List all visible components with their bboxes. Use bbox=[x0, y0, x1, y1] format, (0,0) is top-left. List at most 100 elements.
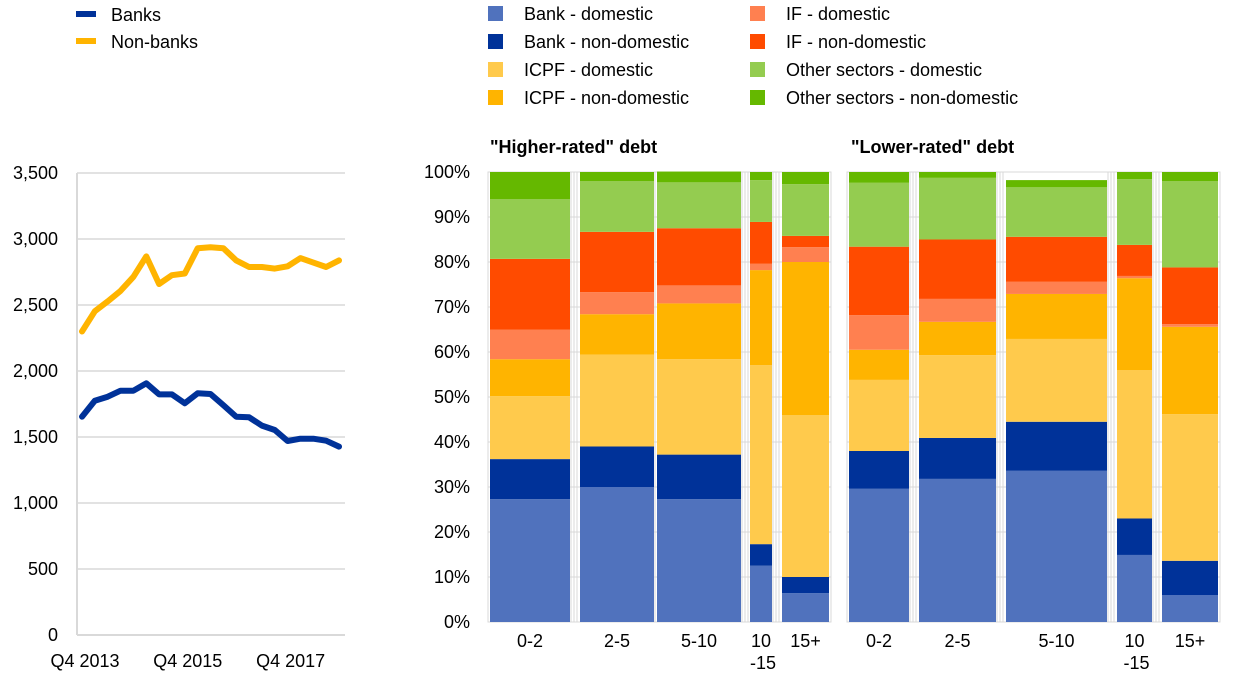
bar-segment-other-sectors-domestic bbox=[750, 180, 772, 222]
bar-segment-bank-domestic bbox=[1162, 595, 1218, 622]
y-tick-label: 500 bbox=[28, 559, 58, 579]
bar-y-tick-label: 80% bbox=[434, 252, 470, 272]
bar-y-tick-label: 70% bbox=[434, 297, 470, 317]
bar-segment-if-domestic bbox=[782, 247, 829, 262]
bar-y-tick-label: 90% bbox=[434, 207, 470, 227]
bar-y-tick-label: 0% bbox=[444, 612, 470, 632]
y-tick-label: 2,000 bbox=[13, 361, 58, 381]
bar-segment-if-domestic bbox=[490, 329, 570, 360]
legend-label-other-sectors-non-domestic: Other sectors - non-domestic bbox=[786, 88, 1018, 108]
bar-y-tick-label: 60% bbox=[434, 342, 470, 362]
bar-segment-other-sectors-domestic bbox=[490, 199, 570, 259]
bar-segment-if-domestic bbox=[1117, 275, 1152, 279]
bar-segment-bank-domestic bbox=[657, 499, 741, 622]
x-category-label: 5-10 bbox=[1038, 631, 1074, 651]
bar-segment-bank-domestic bbox=[782, 593, 829, 622]
bar-segment-if-non-domestic bbox=[919, 239, 996, 299]
legend-label-bank-domestic: Bank - domestic bbox=[524, 4, 653, 24]
legend-swatch-if-domestic bbox=[750, 6, 765, 21]
x-category-label: 0-2 bbox=[866, 631, 892, 651]
bar-segment-icpf-domestic bbox=[657, 359, 741, 455]
legend-swatch-other-sectors-non-domestic bbox=[750, 90, 765, 105]
y-tick-label: 2,500 bbox=[13, 295, 58, 315]
bar-y-tick-label: 20% bbox=[434, 522, 470, 542]
line-x-tick-labels: Q4 2013 Q4 2015 Q4 2017 bbox=[50, 651, 325, 671]
legend-swatch-banks bbox=[76, 11, 96, 17]
bar-segment-if-non-domestic bbox=[657, 228, 741, 286]
chart-title-higher-rated: "Higher-rated" debt bbox=[490, 137, 657, 157]
legend-label-if-non-domestic: IF - non-domestic bbox=[786, 32, 926, 52]
legend-label-banks: Banks bbox=[111, 5, 161, 25]
bar-segment-other-sectors-non-domestic bbox=[750, 172, 772, 181]
bar-segment-bank-domestic bbox=[1117, 554, 1152, 622]
legend-swatch-icpf-non-domestic bbox=[488, 90, 503, 105]
bar-segment-other-sectors-domestic bbox=[580, 181, 654, 232]
x-category-label: 15+ bbox=[1175, 631, 1206, 651]
line-series-non-banks bbox=[79, 244, 342, 335]
bar-segment-other-sectors-non-domestic bbox=[1117, 172, 1152, 180]
bar-segment-if-domestic bbox=[919, 298, 996, 322]
bar-segment-if-domestic bbox=[750, 263, 772, 271]
bar-segment-bank-domestic bbox=[750, 565, 772, 622]
bar-segment-bank-non-domestic bbox=[1162, 560, 1218, 595]
bar-segment-if-non-domestic bbox=[1006, 236, 1107, 282]
bar-segment-if-non-domestic bbox=[782, 235, 829, 248]
legend-label-if-domestic: IF - domestic bbox=[786, 4, 890, 24]
x-category-label: 10 bbox=[1124, 631, 1144, 651]
bar-segment-icpf-non-domestic bbox=[490, 359, 570, 397]
bar-segment-other-sectors-domestic bbox=[1006, 187, 1107, 237]
bar-segment-icpf-non-domestic bbox=[849, 349, 909, 380]
legend-label-icpf-non-domestic: ICPF - non-domestic bbox=[524, 88, 689, 108]
bar-segment-if-non-domestic bbox=[1117, 244, 1152, 276]
x-tick-label: Q4 2017 bbox=[256, 651, 325, 671]
bar-segment-bank-non-domestic bbox=[1006, 421, 1107, 471]
legend-label-non-banks: Non-banks bbox=[111, 32, 198, 52]
bar-segment-if-non-domestic bbox=[1162, 267, 1218, 325]
bar-segment-icpf-non-domestic bbox=[750, 270, 772, 366]
bar-segment-other-sectors-domestic bbox=[919, 177, 996, 240]
legend-label-other-sectors-domestic: Other sectors - domestic bbox=[786, 60, 982, 80]
bar-segment-if-domestic bbox=[849, 315, 909, 350]
bar-segment-bank-domestic bbox=[490, 499, 570, 622]
y-tick-label: 3,500 bbox=[13, 163, 58, 183]
bar-segment-bank-non-domestic bbox=[490, 459, 570, 500]
bar-segment-bank-non-domestic bbox=[919, 437, 996, 479]
bar-segment-icpf-non-domestic bbox=[782, 262, 829, 415]
x-category-label: 15+ bbox=[790, 631, 821, 651]
bar-segment-bank-non-domestic bbox=[657, 454, 741, 500]
bar-y-tick-label: 40% bbox=[434, 432, 470, 452]
x-category-label: 2-5 bbox=[944, 631, 970, 651]
bar-segment-other-sectors-domestic bbox=[657, 182, 741, 229]
bar-segment-icpf-domestic bbox=[1117, 370, 1152, 519]
bar-y-tick-label: 100% bbox=[424, 162, 470, 182]
legend-label-icpf-domestic: ICPF - domestic bbox=[524, 60, 653, 80]
bar-segment-if-domestic bbox=[1006, 281, 1107, 294]
bar-segment-icpf-domestic bbox=[919, 355, 996, 438]
bar-segment-if-domestic bbox=[580, 292, 654, 315]
y-tick-label: 1,500 bbox=[13, 427, 58, 447]
bar-segment-icpf-non-domestic bbox=[580, 314, 654, 355]
bar-y-tick-label: 30% bbox=[434, 477, 470, 497]
bar-segment-bank-domestic bbox=[1006, 470, 1107, 622]
legend-swatch-non-banks bbox=[76, 38, 96, 44]
legend-swatch-bank-domestic bbox=[488, 6, 503, 21]
bar-segment-other-sectors-domestic bbox=[1162, 181, 1218, 268]
bar-segment-icpf-domestic bbox=[580, 354, 654, 447]
x-tick-label: Q4 2013 bbox=[50, 651, 119, 671]
bar-segment-if-domestic bbox=[1162, 324, 1218, 327]
bar-segment-if-non-domestic bbox=[580, 231, 654, 293]
bar-legend: Bank - domestic Bank - non-domestic ICPF -… bbox=[488, 4, 1018, 108]
bar-segment-other-sectors-domestic bbox=[1117, 179, 1152, 245]
bar-segment-bank-domestic bbox=[849, 488, 909, 622]
x-category-label: 2-5 bbox=[604, 631, 630, 651]
bar-segment-icpf-non-domestic bbox=[1162, 326, 1218, 415]
x-category-label: 5-10 bbox=[681, 631, 717, 651]
bar-segment-icpf-domestic bbox=[782, 415, 829, 577]
bar-segment-bank-domestic bbox=[919, 478, 996, 622]
bar-segment-other-sectors-non-domestic bbox=[580, 172, 654, 181]
line-series-group bbox=[79, 244, 342, 450]
bar-segment-if-non-domestic bbox=[490, 258, 570, 330]
bar-segment-icpf-non-domestic bbox=[919, 321, 996, 356]
bar-segment-bank-domestic bbox=[580, 487, 654, 622]
